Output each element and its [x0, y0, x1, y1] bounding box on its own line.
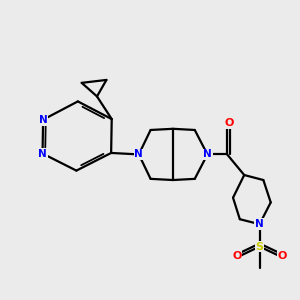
Text: N: N	[134, 149, 143, 159]
Text: N: N	[39, 115, 47, 125]
Text: N: N	[203, 149, 212, 159]
Text: S: S	[256, 242, 263, 252]
Text: O: O	[224, 118, 234, 128]
Text: N: N	[255, 219, 264, 229]
Text: O: O	[278, 251, 287, 261]
Text: O: O	[232, 251, 242, 261]
Text: N: N	[38, 148, 47, 158]
